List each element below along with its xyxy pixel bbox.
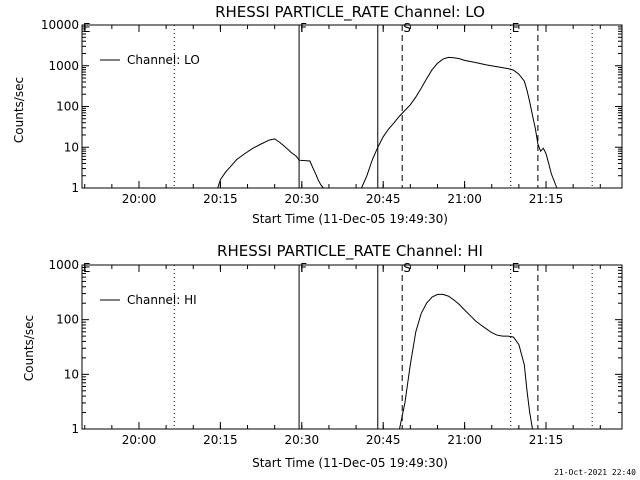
event-marker-label: S: [403, 21, 411, 35]
x-tick-label: 21:15: [529, 433, 564, 447]
x-axis-label: Start Time (11-Dec-05 19:49:30): [252, 456, 448, 470]
series-group: [399, 293, 533, 430]
legend-label: Channel: LO: [127, 53, 200, 67]
series-line: [399, 293, 533, 430]
x-tick-label: 20:00: [122, 433, 157, 447]
x-tick-label: 20:45: [366, 192, 401, 206]
y-tick-label: 1000: [48, 258, 79, 272]
plot-frame: [81, 24, 623, 189]
x-tick-label: 20:30: [285, 433, 320, 447]
x-tick-label: 20:30: [285, 192, 320, 206]
series-line: [361, 56, 558, 189]
y-tick-label: 100: [56, 313, 79, 327]
y-axis-label: Counts/sec: [12, 77, 26, 143]
y-axis-label: Counts/sec: [22, 315, 36, 381]
y-tick-label: 10: [64, 140, 79, 154]
chart-title: RHESSI PARTICLE_RATE Channel: HI: [217, 242, 483, 261]
x-tick-label: 21:00: [447, 433, 482, 447]
y-tick-label: 1: [71, 181, 79, 195]
generation-timestamp: 21-Oct-2021 22:40: [554, 468, 636, 477]
x-tick-label: 20:45: [366, 433, 401, 447]
event-marker-label: E: [512, 261, 520, 275]
series-group: [217, 56, 558, 189]
x-tick-label: 20:00: [122, 192, 157, 206]
event-marker-label: E: [83, 21, 91, 35]
x-tick-label: 20:15: [203, 192, 238, 206]
event-marker-label: E: [83, 261, 91, 275]
event-marker-label: E: [512, 21, 520, 35]
y-tick-label: 10000: [41, 18, 79, 32]
chart-lo-channel: RHESSI PARTICLE_RATE Channel: LO Start T…: [12, 3, 623, 226]
plot-frame: [81, 264, 623, 430]
x-tick-label: 20:15: [203, 433, 238, 447]
event-marker-label: S: [403, 261, 411, 275]
legend: Channel: LO: [100, 53, 200, 67]
y-tick-label: 1000: [48, 59, 79, 73]
chart-hi-channel: RHESSI PARTICLE_RATE Channel: HI Start T…: [22, 242, 623, 470]
y-tick-label: 1: [71, 422, 79, 436]
x-tick-label: 21:15: [529, 192, 564, 206]
x-axis-label: Start Time (11-Dec-05 19:49:30): [252, 212, 448, 226]
x-tick-label: 21:00: [447, 192, 482, 206]
legend-label: Channel: HI: [127, 293, 197, 307]
event-marker-label: F: [300, 261, 307, 275]
y-tick-label: 100: [56, 100, 79, 114]
axis-ticks: 1 10 100 1000 10000 20:00 20:15 20:30 20:45 21:00…: [41, 18, 622, 206]
chart-title: RHESSI PARTICLE_RATE Channel: LO: [215, 3, 485, 22]
axis-ticks: 1 10 100 1000 20:00 20:15 20:30 20:45 21:00 21:15: [48, 258, 622, 447]
series-line: [217, 138, 324, 189]
legend: Channel: HI: [100, 293, 197, 307]
event-marker-label: F: [300, 21, 307, 35]
y-tick-label: 10: [64, 367, 79, 381]
